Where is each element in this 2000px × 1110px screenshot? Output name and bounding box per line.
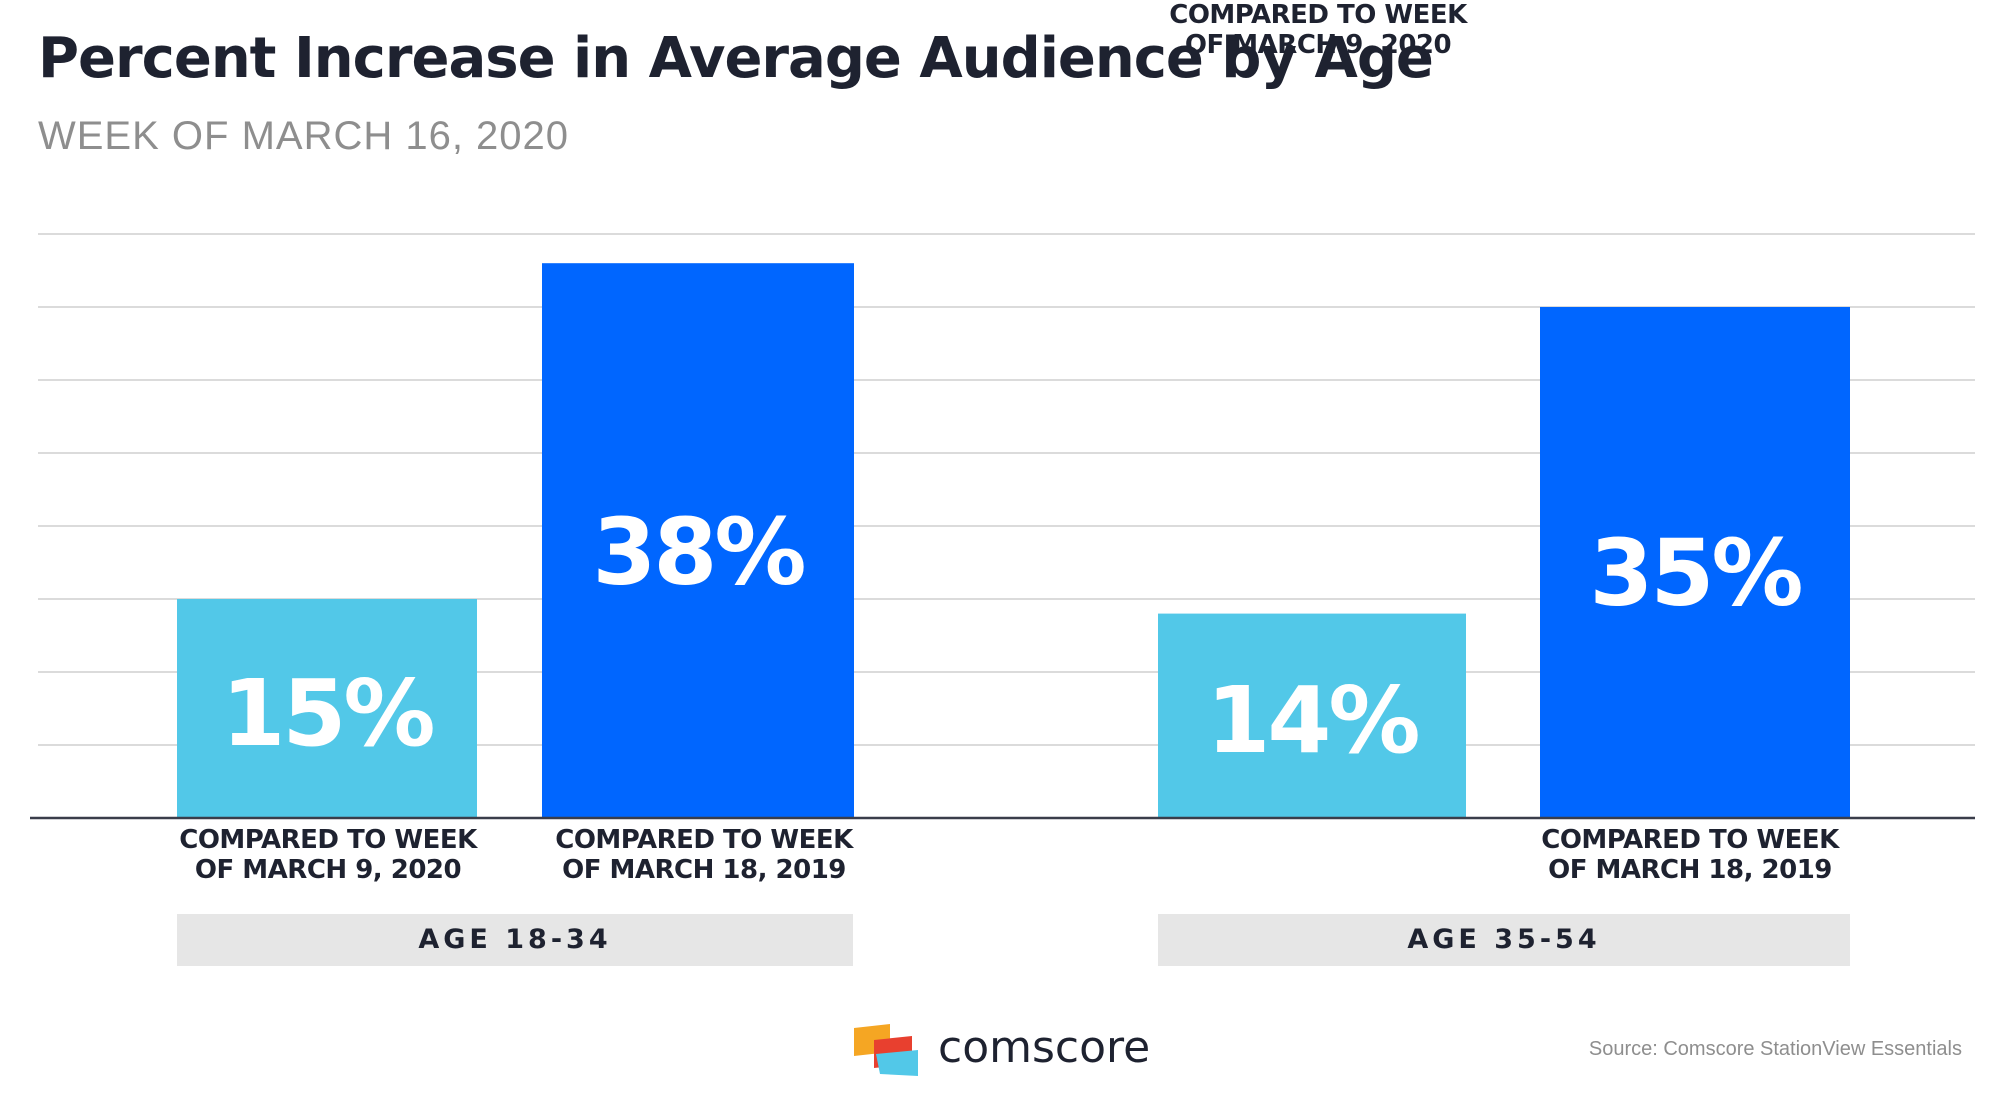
- group-label-age-18-34: AGE 18-34: [177, 914, 853, 966]
- bar-chart: 15% 38% 14% 35%: [30, 233, 1975, 820]
- data-label: 14%: [1206, 667, 1418, 774]
- chart-title: Percent Increase in Average Audience by …: [38, 26, 1434, 91]
- bar-age-35-54-2: [1540, 307, 1850, 818]
- category-label: COMPARED TO WEEK OF MARCH 9, 2020: [1169, 0, 1467, 60]
- data-label: 15%: [221, 660, 433, 767]
- comscore-logo-icon: [854, 1024, 918, 1076]
- bar-age-35-54-1: [1158, 613, 1466, 818]
- category-label: COMPARED TO WEEK OF MARCH 18, 2019: [555, 825, 853, 885]
- chart-subtitle: WEEK OF MARCH 16, 2020: [38, 114, 570, 158]
- group-label-age-35-54: AGE 35-54: [1158, 914, 1850, 966]
- category-label: COMPARED TO WEEK OF MARCH 18, 2019: [1541, 825, 1839, 885]
- brand-name: comscore: [938, 1022, 1151, 1073]
- data-label: 38%: [592, 499, 804, 606]
- bar-age-18-34-2: [542, 263, 854, 818]
- bar-age-18-34-1: [177, 599, 477, 818]
- category-label: COMPARED TO WEEK OF MARCH 9, 2020: [179, 825, 477, 885]
- data-label: 35%: [1589, 520, 1801, 627]
- source-note: Source: Comscore StationView Essentials: [1588, 1038, 1962, 1060]
